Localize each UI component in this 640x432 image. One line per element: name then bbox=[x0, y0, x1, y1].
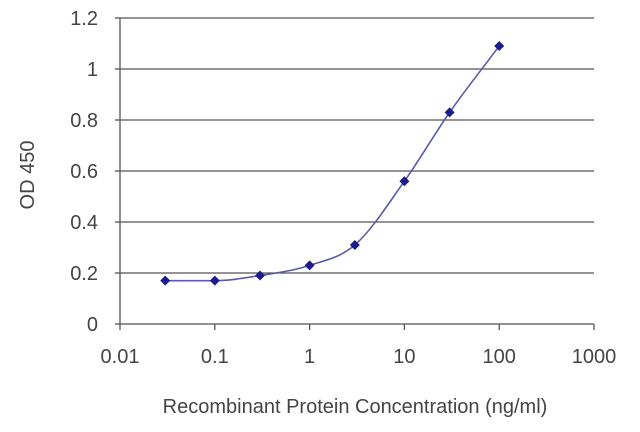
y-tick-label: 0.6 bbox=[70, 161, 98, 183]
data-point bbox=[444, 107, 455, 118]
x-axis-label: Recombinant Protein Concentration (ng/ml… bbox=[163, 396, 548, 418]
x-tick-label: 1000 bbox=[572, 346, 617, 368]
y-tick-label: 0.2 bbox=[70, 263, 98, 285]
data-point bbox=[255, 270, 266, 281]
data-point bbox=[349, 239, 360, 250]
x-tick-label: 1 bbox=[304, 346, 315, 368]
y-axis-label: OD 450 bbox=[17, 141, 39, 210]
y-tick-label: 0 bbox=[87, 314, 98, 336]
data-point bbox=[160, 275, 171, 286]
y-tick-label: 0.8 bbox=[70, 110, 98, 132]
fitted-curve bbox=[165, 45, 500, 282]
y-tick-label: 0.4 bbox=[70, 212, 98, 234]
x-tick-label: 10 bbox=[393, 346, 415, 368]
x-tick-label: 100 bbox=[483, 346, 516, 368]
y-tick-label: 1.2 bbox=[70, 8, 98, 30]
x-tick-label: 0.1 bbox=[201, 346, 229, 368]
x-tick-label: 0.01 bbox=[101, 346, 140, 368]
data-point bbox=[494, 41, 505, 52]
data-point bbox=[399, 176, 410, 187]
y-tick-label: 1 bbox=[87, 59, 98, 81]
data-point bbox=[304, 260, 315, 271]
data-point bbox=[209, 275, 220, 286]
